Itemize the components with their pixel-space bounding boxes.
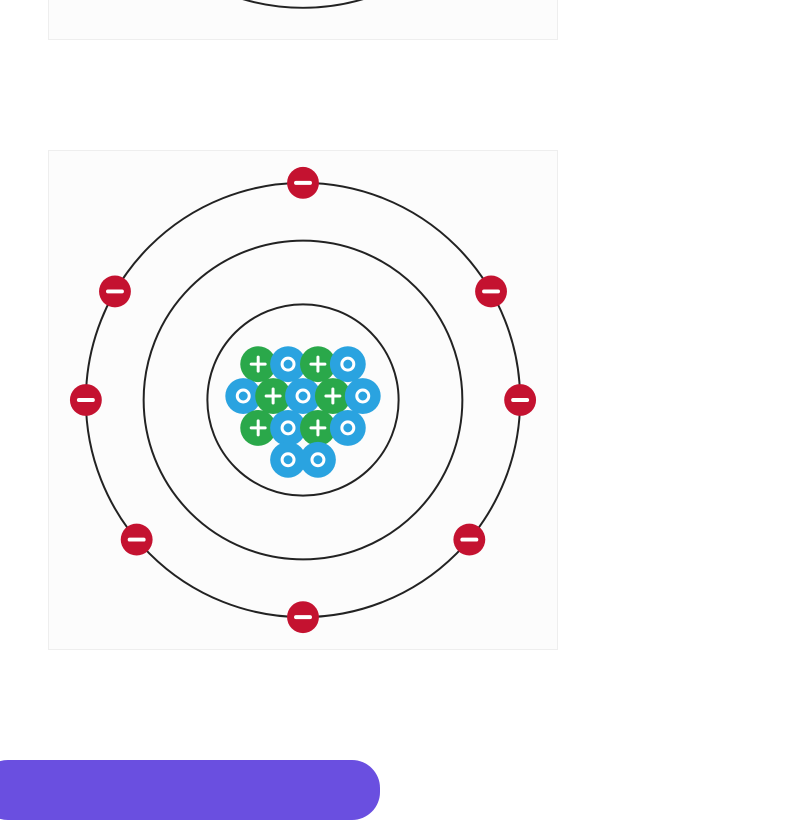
neutron (300, 442, 336, 478)
electron-shell (90, 0, 515, 8)
atom-svg (49, 151, 557, 649)
bottom-bar[interactable] (0, 760, 380, 820)
atom-partial-svg (49, 0, 557, 39)
atom-card-partial (48, 0, 558, 40)
neutron (345, 378, 381, 414)
atom-card (48, 150, 558, 650)
neutron (330, 346, 366, 382)
neutron (330, 410, 366, 446)
